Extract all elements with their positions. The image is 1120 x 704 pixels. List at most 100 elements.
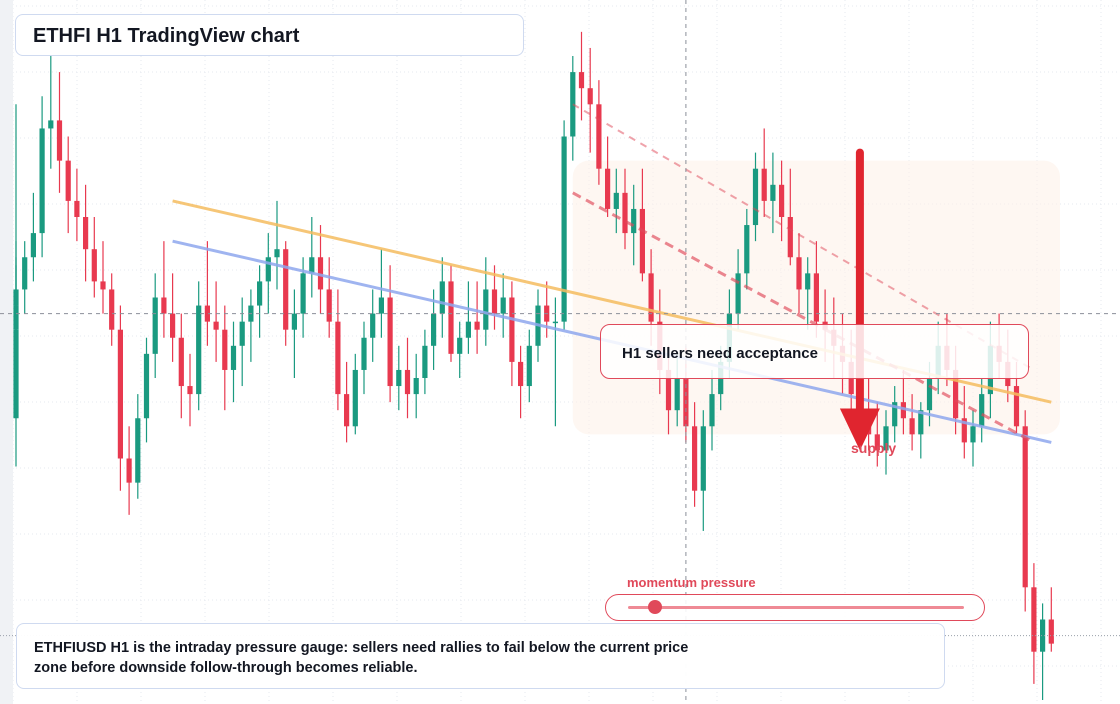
candle-body [874,434,880,451]
candle-body [735,273,741,314]
candle-body [196,305,202,395]
candle-body [352,369,358,427]
candle-body [387,297,393,387]
momentum-gauge[interactable] [605,594,985,621]
candle-body [74,200,80,217]
channel-lower-line [572,191,1035,444]
candle-body [465,321,471,338]
arrow-head [839,408,880,451]
candle-body [126,458,132,483]
supply-zone-label: supply [851,440,897,456]
candle-body [805,273,811,290]
annotation-card: H1 sellers need acceptance [600,324,1029,379]
candle-body [370,313,376,338]
candle-body [526,345,532,387]
candle-body [448,281,454,354]
candle-body [639,208,645,274]
candle-body [979,394,985,427]
candle-body [213,321,219,330]
candle-body [587,88,593,105]
candle-body [56,120,63,161]
candle-body [613,192,619,209]
candle-body [39,128,45,234]
candle-body [309,257,315,274]
candle-body [100,281,106,290]
candle-body [474,321,480,330]
candle-body [326,289,332,322]
candle-body [1040,619,1046,652]
annotation-text: H1 sellers need acceptance [622,345,818,362]
candle-body [83,217,89,250]
candle-body [918,410,924,435]
price-axis-edge [0,0,13,704]
candle-body [65,160,71,201]
candle-body [692,426,698,491]
candle-body [665,369,672,411]
candle-body [170,313,176,338]
candle-body [1031,587,1037,652]
candle-body [109,289,115,330]
candle-body [317,257,324,290]
candle-body [396,369,402,387]
candle-body [1022,426,1028,588]
candle-body [926,378,933,411]
chart-title: ETHFI H1 TradingView chart [33,25,300,47]
candle-body [892,402,898,427]
candles [13,31,1054,700]
candle-body [1048,619,1054,644]
candle-body [953,369,959,419]
candle-body [883,426,889,451]
candle-body [178,337,184,387]
candle-body [117,329,123,459]
candle-body [518,361,524,387]
candle-body [91,249,97,282]
candle-body [378,297,384,314]
candle-body [300,273,306,314]
candle-body [143,353,150,419]
candle-body [970,426,976,443]
candle-body [187,386,193,395]
candle-body [222,329,228,370]
candle-body [961,418,967,443]
candle-body [779,184,785,217]
candle-body [796,257,802,290]
candle-body [561,136,567,322]
candle-body [761,168,767,201]
candle-body [283,249,289,330]
candle-body [483,289,489,330]
candle-body [787,217,793,258]
candle-body [674,378,680,411]
candle-body [509,297,515,362]
title-card: ETHFI H1 TradingView chart [15,14,524,56]
candle-body [22,257,28,290]
caption-card: ETHFIUSD H1 is the intraday pressure gau… [16,623,945,689]
candle-body [813,273,819,322]
candle-body [631,208,637,234]
candle-body [422,345,428,378]
candle-body [274,249,280,258]
candle-body [709,394,715,427]
candle-body [439,281,445,314]
candle-body [500,297,506,314]
candle-body [622,192,628,234]
candle-body [135,418,141,483]
gauge-track [628,606,964,609]
candle-body [239,321,245,346]
candle-body [431,313,437,346]
candle-body [457,337,463,354]
gauge-knob[interactable] [647,600,662,614]
candle-body [344,394,350,427]
candle-body [413,378,419,395]
candle-body [491,289,498,314]
candle-body [578,72,585,89]
candle-body [13,378,19,419]
candle-body [335,321,341,395]
candle-body [552,321,558,324]
candle-body [161,297,167,314]
candle-body [605,168,611,209]
candle-body [361,337,367,370]
candle-body [265,257,271,282]
candle-body [30,233,36,258]
candle-body [291,313,297,330]
candle-body [770,184,776,201]
